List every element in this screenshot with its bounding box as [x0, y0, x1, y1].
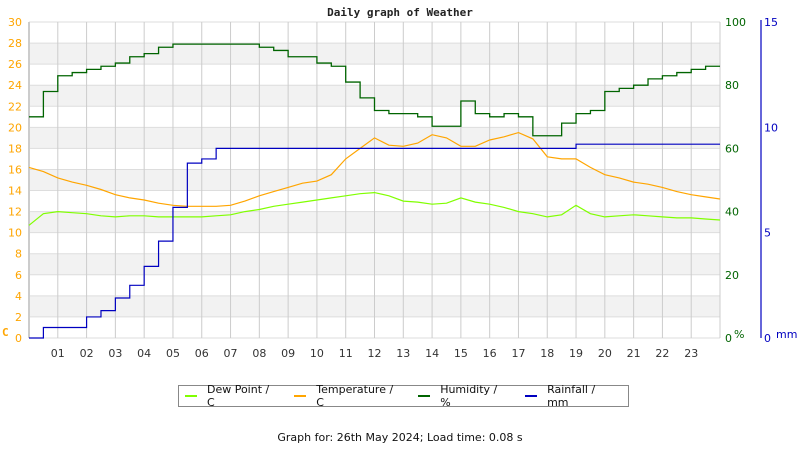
x-axis-tick-label: 12	[368, 347, 382, 360]
x-axis-tick-label: 02	[80, 347, 94, 360]
humidity-axis-unit: %	[734, 328, 744, 341]
left-axis-tick-label: 14	[8, 185, 22, 198]
left-axis-tick-label: 2	[15, 311, 22, 324]
x-axis-tick-label: 15	[454, 347, 468, 360]
x-axis-tick-label: 10	[310, 347, 324, 360]
series-rainfall-line	[29, 143, 720, 339]
left-axis-tick-label: 4	[15, 290, 22, 303]
x-axis-tick-label: 22	[655, 347, 669, 360]
chart-title: Daily graph of Weather	[327, 6, 473, 19]
series-humidity-line	[29, 43, 720, 137]
legend-label: Rainfall / mm	[547, 383, 596, 409]
footer-status: Graph for: 26th May 2024; Load time: 0.0…	[277, 431, 523, 444]
x-axis-tick-label: 19	[569, 347, 583, 360]
legend: Dew Point / C Temperature / C Humidity /…	[178, 383, 629, 409]
left-axis-tick-label: 12	[8, 206, 22, 219]
humidity-axis-tick-label: 80	[725, 79, 739, 92]
humidity-axis-tick-label: 40	[725, 206, 739, 219]
x-axis-tick-label: 13	[396, 347, 410, 360]
x-axis-tick-label: 08	[252, 347, 266, 360]
series-dew-line	[28, 191, 721, 226]
gridlines	[28, 21, 721, 339]
left-axis-tick-label: 26	[8, 58, 22, 71]
rainfall-swatch	[525, 395, 538, 397]
left-axis-tick-label: 10	[8, 227, 22, 240]
x-axis-tick-label: 14	[425, 347, 439, 360]
humidity-swatch	[418, 395, 431, 397]
left-axis-unit: C	[2, 326, 9, 339]
series-temperature-line	[28, 131, 721, 207]
left-axis-tick-label: 0	[15, 332, 22, 345]
left-axis-tick-label: 16	[8, 163, 22, 176]
data-series	[28, 43, 721, 339]
left-axis-tick-label: 6	[15, 269, 22, 282]
x-axis-tick-label: 23	[684, 347, 698, 360]
x-axis-tick-label: 20	[598, 347, 612, 360]
humidity-axis-tick-label: 100	[725, 16, 746, 29]
x-axis-tick-label: 07	[224, 347, 238, 360]
rainfall-axis-unit: mm	[776, 328, 797, 341]
left-axis-tick-label: 18	[8, 142, 22, 155]
x-axis-tick-label: 11	[339, 347, 353, 360]
rainfall-axis-tick-label: 15	[764, 16, 778, 29]
dew-point-swatch	[185, 395, 197, 397]
x-axis-tick-label: 06	[195, 347, 209, 360]
humidity-axis-tick-label: 60	[725, 142, 739, 155]
legend-label: Humidity / %	[440, 383, 498, 409]
x-axis-tick-label: 05	[166, 347, 180, 360]
legend-label: Dew Point / C	[206, 383, 270, 409]
legend-item-temperature: Temperature / C	[294, 383, 404, 409]
left-axis-tick-label: 24	[8, 79, 22, 92]
left-axis-tick-label: 8	[15, 248, 22, 261]
legend-label: Temperature / C	[316, 383, 394, 409]
legend-item-humidity: Humidity / %	[418, 383, 511, 409]
x-axis-tick-label: 17	[511, 347, 525, 360]
x-axis-tick-label: 21	[627, 347, 641, 360]
left-axis-tick-label: 30	[8, 16, 22, 29]
x-axis-tick-label: 16	[483, 347, 497, 360]
humidity-axis-tick-label: 0	[725, 332, 732, 345]
legend-item-dew-point: Dew Point / C	[185, 383, 280, 409]
x-axis-tick-label: 18	[540, 347, 554, 360]
rainfall-axis-tick-label: 5	[764, 227, 771, 240]
legend-item-rainfall: Rainfall / mm	[525, 383, 620, 409]
rainfall-axis-tick-label: 10	[764, 121, 778, 134]
x-axis-tick-label: 01	[51, 347, 65, 360]
left-axis-tick-label: 28	[8, 37, 22, 50]
left-axis-tick-label: 22	[8, 100, 22, 113]
x-axis-tick-label: 03	[108, 347, 122, 360]
rainfall-axis-tick-label: 0	[764, 332, 771, 345]
humidity-axis-tick-label: 20	[725, 269, 739, 282]
left-axis-tick-label: 20	[8, 121, 22, 134]
x-axis-tick-label: 09	[281, 347, 295, 360]
temperature-swatch	[294, 395, 307, 397]
x-axis-tick-label: 04	[137, 347, 151, 360]
